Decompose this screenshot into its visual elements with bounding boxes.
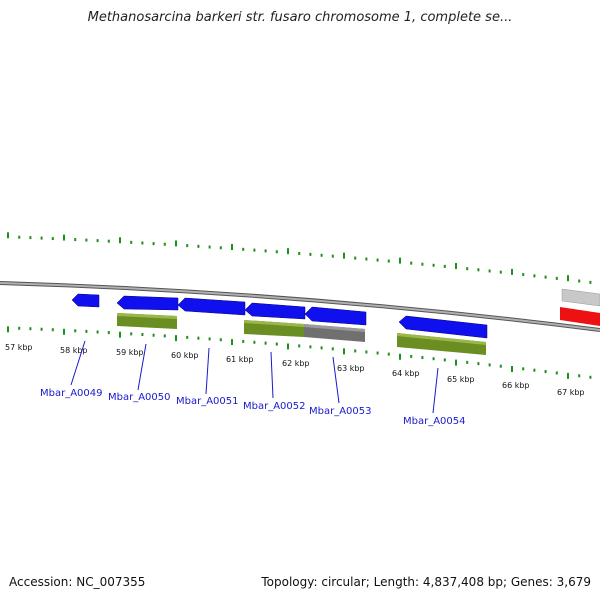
gene-label-mbar-a0052[interactable]: Mbar_A0052 [243,401,306,412]
kbp-label: 59 kbp [116,348,144,357]
edge-feature-silver [561,288,600,307]
lower-tick-row [7,326,592,379]
kbp-label: 65 kbp [447,375,475,384]
gene-label-mbar-a0051[interactable]: Mbar_A0051 [176,396,239,407]
gene-arrow-mbar-a0054[interactable] [398,315,488,339]
kbp-label: 57 kbp [5,343,33,352]
kbp-label: 64 kbp [392,369,420,378]
gene-arrow-mbar-a0049[interactable] [71,293,100,308]
gene-arrow-mbar-a0052[interactable] [244,302,306,320]
kbp-label: 66 kbp [502,381,530,390]
edge-feature-red [560,307,600,326]
map-title: Methanosarcina barkeri str. fusaro chrom… [87,10,513,25]
kbp-label: 60 kbp [171,351,199,360]
gene-arrow-mbar-a0051[interactable] [177,297,246,316]
gene-label-mbar-a0049[interactable]: Mbar_A0049 [40,388,103,399]
gene-label-mbar-a0054[interactable]: Mbar_A0054 [403,416,466,427]
kbp-label: 62 kbp [282,359,310,368]
gene-leader-lines [70,340,439,414]
gene-label-mbar-a0050[interactable]: Mbar_A0050 [108,392,171,403]
cds-bar-mbar-a0054[interactable] [397,333,486,355]
gene-arrow-mbar-a0050[interactable] [116,295,179,311]
kbp-label: 58 kbp [60,346,88,355]
kbp-label: 67 kbp [557,388,585,397]
kbp-label: 63 kbp [337,364,365,373]
gene-label-mbar-a0053[interactable]: Mbar_A0053 [309,406,372,417]
kbp-label: 61 kbp [226,355,254,364]
upper-tick-row [7,232,592,284]
genome-summary-text: Topology: circular; Length: 4,837,408 bp… [261,575,591,589]
accession-text: Accession: NC_007355 [9,575,146,589]
gene-arrow-mbar-a0053[interactable] [304,306,367,326]
